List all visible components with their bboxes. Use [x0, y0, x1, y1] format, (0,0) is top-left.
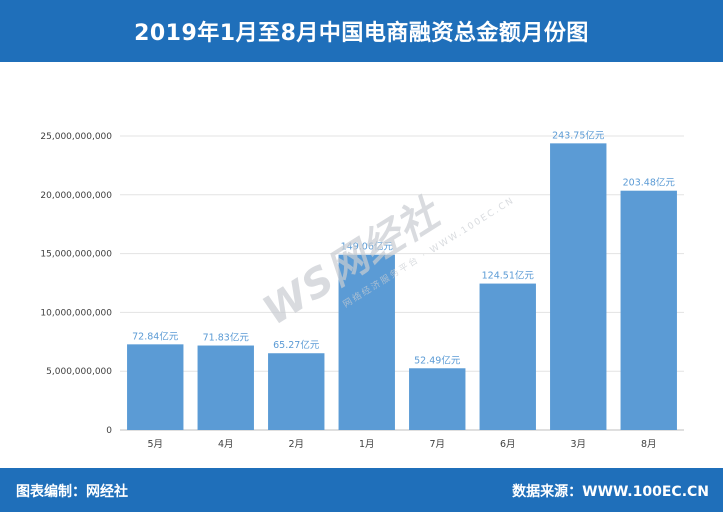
data-label: 72.84亿元: [132, 330, 179, 342]
x-tick-label: 4月: [218, 439, 234, 450]
x-tick-label: 6月: [500, 439, 516, 450]
bar: [620, 190, 677, 430]
x-tick-label: 8月: [641, 439, 657, 450]
x-tick-label: 1月: [359, 439, 375, 450]
data-label: 71.83亿元: [203, 332, 250, 344]
bar: [127, 344, 184, 430]
footer-source: 数据来源：WWW.100EC.CN: [512, 484, 709, 500]
bar: [479, 283, 536, 430]
x-tick-label: 3月: [570, 439, 586, 450]
chart-header: 2019年1月至8月中国电商融资总金额月份图: [0, 0, 723, 62]
y-tick-label: 20,000,000,000: [40, 191, 112, 201]
y-tick-label: 10,000,000,000: [40, 308, 112, 318]
chart-area: 0 5,000,000,000 10,000,000,000 15,000,000,0…: [0, 62, 723, 468]
bar: [197, 345, 254, 430]
bars: [127, 143, 677, 430]
x-tick-label: 5月: [147, 439, 163, 450]
x-tick-label: 2月: [288, 439, 304, 450]
data-label: 65.27亿元: [273, 339, 320, 351]
bar: [550, 143, 607, 430]
y-tick-label: 5,000,000,000: [46, 367, 112, 377]
y-tick-label: 25,000,000,000: [40, 132, 112, 142]
chart-footer: 图表编制：网经社 数据来源：WWW.100EC.CN: [0, 468, 723, 512]
data-label: 149.06亿元: [341, 241, 394, 253]
footer-author: 图表编制：网经社: [16, 484, 128, 500]
chart-title: 2019年1月至8月中国电商融资总金额月份图: [134, 21, 589, 46]
data-label: 203.48亿元: [623, 177, 676, 189]
data-label: 52.49亿元: [414, 354, 461, 366]
bar: [338, 254, 395, 430]
y-tick-label: 0: [106, 426, 112, 436]
bar: [268, 353, 325, 430]
data-label: 124.51亿元: [482, 270, 535, 282]
bar: [409, 368, 466, 430]
bar-chart: 0 5,000,000,000 10,000,000,000 15,000,000,0…: [40, 129, 684, 450]
y-axis: 0 5,000,000,000 10,000,000,000 15,000,000,0…: [40, 132, 112, 436]
data-label: 243.75亿元: [552, 129, 605, 141]
y-tick-label: 15,000,000,000: [40, 250, 112, 260]
x-axis: 5月 4月 2月 1月 7月 6月 3月 8月: [147, 439, 656, 450]
x-tick-label: 7月: [429, 439, 445, 450]
data-labels: 72.84亿元 71.83亿元 65.27亿元 149.06亿元 52.49亿元 124.…: [132, 129, 675, 366]
